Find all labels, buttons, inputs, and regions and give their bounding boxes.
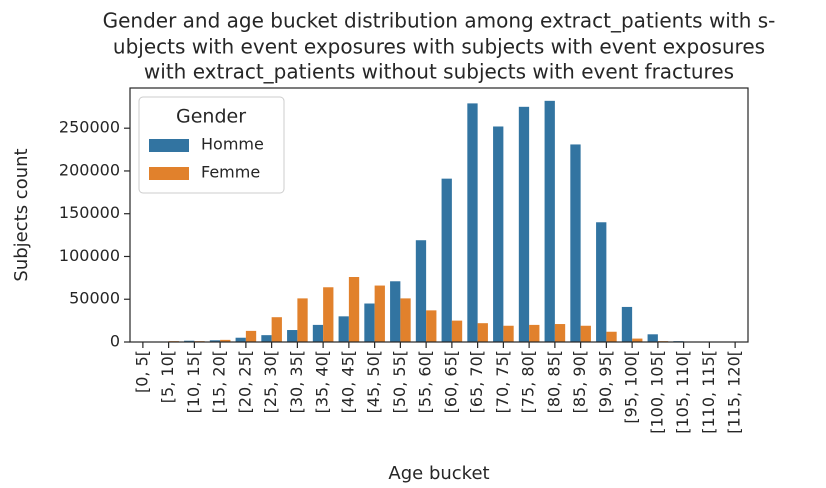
bar [441, 178, 452, 342]
x-tick-label: [115, 120[ [725, 350, 744, 434]
bar [580, 325, 591, 342]
x-tick-label: [45, 50[ [364, 350, 383, 413]
x-tick-label: [85, 90[ [570, 350, 589, 413]
x-tick-label: [105, 110[ [673, 350, 692, 434]
x-tick-label: [50, 55[ [390, 350, 409, 413]
x-tick-label: [65, 70[ [467, 350, 486, 413]
bar [606, 331, 617, 342]
bar [400, 298, 411, 342]
x-tick-label: [40, 45[ [338, 350, 357, 413]
bar [554, 324, 566, 342]
x-tick-label: [0, 5[ [132, 350, 151, 393]
x-tick-label: [15, 20[ [210, 350, 229, 413]
x-tick-label: [100, 105[ [647, 350, 666, 434]
bar [271, 317, 282, 342]
x-tick-label: [90, 95[ [596, 350, 615, 413]
bar [209, 340, 221, 342]
bar [390, 281, 401, 342]
x-tick-label: [10, 15[ [184, 350, 203, 413]
bar [297, 298, 308, 342]
bar [451, 320, 463, 342]
bar [348, 277, 360, 342]
bar [493, 126, 504, 342]
y-tick-label: 200000 [59, 160, 120, 179]
x-tick-label: [95, 100[ [622, 350, 641, 424]
y-tick-label: 100000 [59, 246, 120, 265]
bar [477, 323, 488, 342]
bar [338, 316, 349, 342]
x-tick-label: [25, 30[ [261, 350, 280, 413]
bar [632, 338, 643, 342]
legend-swatch [149, 139, 189, 152]
y-tick-label: 250000 [59, 118, 120, 137]
x-tick-label: [30, 35[ [287, 350, 306, 413]
legend-label: Femme [201, 163, 260, 182]
bar [503, 325, 514, 342]
x-tick-label: [110, 115[ [699, 350, 718, 434]
chart-title: ubjects with event exposures with subjec… [113, 35, 765, 59]
x-tick-label: [35, 40[ [313, 350, 332, 413]
y-axis-label: Subjects count [11, 148, 32, 281]
bar [529, 324, 540, 342]
bar [323, 287, 334, 342]
x-tick-label: [5, 10[ [158, 350, 177, 403]
x-tick-label: [70, 75[ [493, 350, 512, 413]
y-tick-label: 50000 [69, 289, 120, 308]
bar [596, 222, 607, 342]
chart-title: with extract_patients without subjects w… [144, 60, 734, 84]
bar [415, 240, 427, 342]
bar [647, 334, 658, 342]
x-axis-label: Age bucket [388, 463, 489, 484]
x-tick-label: [20, 25[ [235, 350, 254, 413]
bar [261, 335, 272, 342]
bar [235, 337, 246, 342]
x-tick-label: [75, 80[ [519, 350, 538, 413]
y-tick-label: 0 [110, 332, 120, 351]
bar [426, 310, 437, 342]
bar [544, 100, 555, 343]
legend-swatch [149, 167, 189, 180]
bar [245, 330, 257, 342]
bar [518, 106, 530, 342]
x-tick-label: [60, 65[ [441, 350, 460, 413]
y-tick-label: 150000 [59, 203, 120, 222]
bar [570, 144, 581, 342]
chart-title: Gender and age bucket distribution among… [103, 9, 776, 33]
bar [287, 330, 298, 342]
legend-title: Gender [176, 106, 246, 128]
x-tick-label: [55, 60[ [416, 350, 435, 413]
plot-frame [129, 87, 749, 343]
bar [621, 306, 633, 342]
bar [364, 303, 375, 342]
legend-label: Homme [201, 135, 264, 154]
bar [220, 339, 231, 342]
bar [184, 340, 195, 342]
bar [467, 103, 478, 342]
x-tick-label: [80, 85[ [544, 350, 563, 413]
bar [374, 285, 385, 342]
bar [312, 324, 324, 342]
